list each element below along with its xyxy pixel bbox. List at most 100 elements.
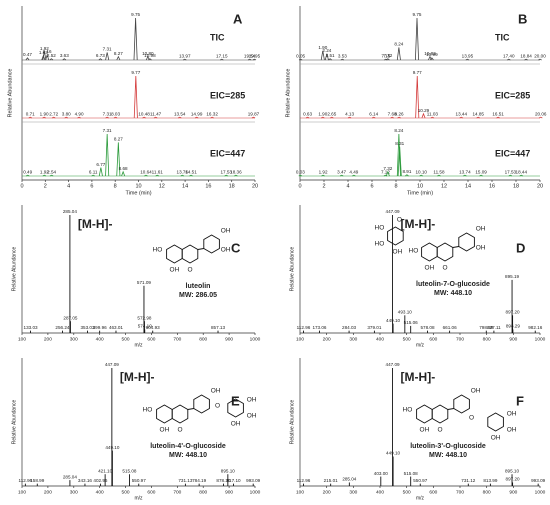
peak-label: 19.95 bbox=[249, 53, 261, 58]
atom-label: HO bbox=[153, 247, 163, 254]
peak-label: 3.63 bbox=[60, 53, 69, 58]
peak bbox=[116, 142, 121, 177]
x-tick-label: 1000 bbox=[535, 336, 546, 342]
peak-label: 3.80 bbox=[62, 111, 71, 116]
x-tick-label: 18 bbox=[229, 183, 235, 189]
ring bbox=[416, 404, 433, 424]
peak bbox=[430, 116, 435, 119]
peak bbox=[42, 116, 46, 119]
peak-label: 353.03 bbox=[80, 325, 94, 330]
peak-label: 897.20 bbox=[506, 477, 520, 482]
x-tick-label: 800 bbox=[483, 489, 491, 495]
peak bbox=[220, 58, 224, 61]
peak-label: 463.01 bbox=[109, 325, 123, 330]
peak-label: 14.99 bbox=[191, 111, 203, 116]
panel-label: A bbox=[233, 11, 243, 26]
x-tick-label: 8 bbox=[394, 183, 397, 189]
peak bbox=[524, 58, 528, 61]
peak bbox=[155, 174, 160, 177]
peak-label: 7.32 bbox=[383, 166, 392, 171]
peak-label: 287.05 bbox=[63, 315, 77, 320]
peak-label: 1.90 bbox=[318, 111, 327, 116]
x-tick-label: 100 bbox=[296, 489, 304, 495]
x-tick-label: 18 bbox=[513, 183, 519, 189]
bond bbox=[187, 408, 194, 410]
peak-label: 10.99 bbox=[426, 52, 438, 57]
panel-label: C bbox=[231, 240, 241, 255]
peak-label: 20.06 bbox=[535, 111, 547, 116]
x-tick-label: 600 bbox=[147, 489, 155, 495]
peak-label: 2.52 bbox=[47, 53, 56, 58]
peak bbox=[396, 47, 401, 61]
x-tick-label: 200 bbox=[44, 489, 52, 495]
x-tick-label: 100 bbox=[296, 336, 304, 342]
x-tick-label: 200 bbox=[323, 489, 331, 495]
peak-label: 4.49 bbox=[349, 169, 358, 174]
x-tick-label: 900 bbox=[509, 336, 517, 342]
peak bbox=[252, 58, 257, 61]
peak bbox=[49, 58, 54, 61]
x-tick-label: 500 bbox=[403, 489, 411, 495]
atom-label: OH bbox=[471, 388, 481, 395]
peak-label: 572.98 bbox=[137, 315, 151, 320]
trace-name: EIC=285 bbox=[210, 90, 245, 100]
peak-label: 3.47 bbox=[337, 169, 346, 174]
peak-label: 993.09 bbox=[531, 478, 545, 483]
x-tick-label: 1000 bbox=[535, 489, 546, 495]
peak-label: 10.83 bbox=[424, 51, 436, 56]
peak bbox=[105, 133, 110, 177]
peak-label: 17.53 bbox=[220, 169, 232, 174]
peak-label: 8.91 bbox=[402, 169, 411, 174]
atom-label: OH bbox=[160, 427, 170, 434]
peak-label: 158.99 bbox=[30, 478, 44, 483]
ring bbox=[156, 404, 173, 424]
peak-label: 112.96 bbox=[297, 478, 311, 483]
x-tick-label: 14 bbox=[182, 183, 188, 189]
peak-label: 17.40 bbox=[503, 53, 515, 58]
peak-label: 447.09 bbox=[386, 362, 400, 367]
ring bbox=[193, 394, 210, 414]
peak-label: 13.74 bbox=[459, 169, 471, 174]
peak-label: 8.27 bbox=[114, 51, 123, 56]
ring bbox=[458, 232, 475, 252]
peak-label: 878.20 bbox=[216, 478, 230, 483]
peak-label: 10.48 bbox=[138, 111, 150, 116]
peak bbox=[324, 53, 329, 61]
x-axis-label: m/z bbox=[416, 342, 425, 348]
trace-name: TIC bbox=[210, 32, 225, 42]
peak-label: 857.13 bbox=[211, 325, 225, 330]
x-tick-label: 300 bbox=[70, 336, 78, 342]
trace-name: TIC bbox=[495, 32, 510, 42]
peak-label: 515.08 bbox=[122, 468, 136, 473]
peak-label: 895.19 bbox=[505, 274, 519, 279]
peak bbox=[321, 116, 325, 119]
atom-label: OH bbox=[247, 413, 257, 420]
peak bbox=[105, 52, 110, 61]
sugar-ring bbox=[227, 398, 244, 418]
peak bbox=[396, 133, 401, 177]
peak-label: 8.24 bbox=[394, 42, 403, 47]
x-tick-label: 2 bbox=[322, 183, 325, 189]
peak bbox=[153, 116, 158, 119]
peak-label: 421.10 bbox=[98, 468, 112, 473]
peak-label: 11.61 bbox=[152, 169, 164, 174]
x-tick-label: 700 bbox=[173, 336, 181, 342]
peak bbox=[189, 174, 193, 177]
peak bbox=[352, 174, 356, 177]
peak-label: 215.01 bbox=[324, 478, 338, 483]
peak bbox=[98, 58, 103, 61]
atom-label: OH bbox=[231, 421, 241, 428]
peak bbox=[148, 58, 152, 61]
peak-label: 285.04 bbox=[342, 477, 356, 482]
x-tick-label: 400 bbox=[96, 336, 104, 342]
panel-label: F bbox=[516, 393, 524, 408]
atom-label: O bbox=[177, 427, 182, 434]
atom-label: HO bbox=[375, 225, 385, 232]
atom-label: OH bbox=[420, 427, 430, 434]
compound-name: luteolin-7-O-glucoside bbox=[416, 281, 490, 288]
peak bbox=[321, 174, 325, 177]
peak-label: 493.10 bbox=[398, 310, 412, 315]
peak bbox=[224, 174, 229, 177]
peak bbox=[45, 53, 50, 61]
peak bbox=[415, 75, 420, 119]
